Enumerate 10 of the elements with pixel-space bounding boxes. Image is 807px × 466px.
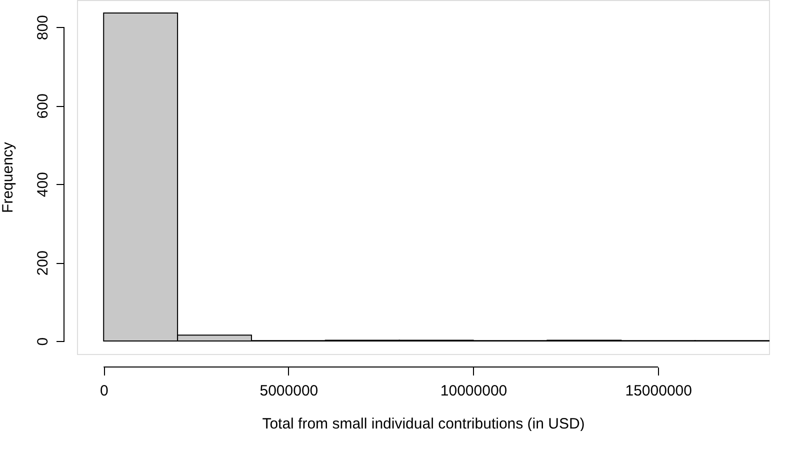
y-tick-label: 200 [34, 250, 52, 276]
y-tick-label: 0 [34, 337, 52, 346]
x-tick-label: 0 [100, 382, 108, 400]
y-tick-label: 400 [34, 172, 52, 198]
y-tick-label: 600 [34, 94, 52, 119]
y-axis-title: Frequency [0, 142, 16, 213]
x-tick-label: 15000000 [625, 382, 692, 400]
y-tick-label: 800 [34, 15, 52, 40]
x-tick-label: 5000000 [260, 382, 318, 400]
x-tick-label: 10000000 [440, 382, 508, 400]
